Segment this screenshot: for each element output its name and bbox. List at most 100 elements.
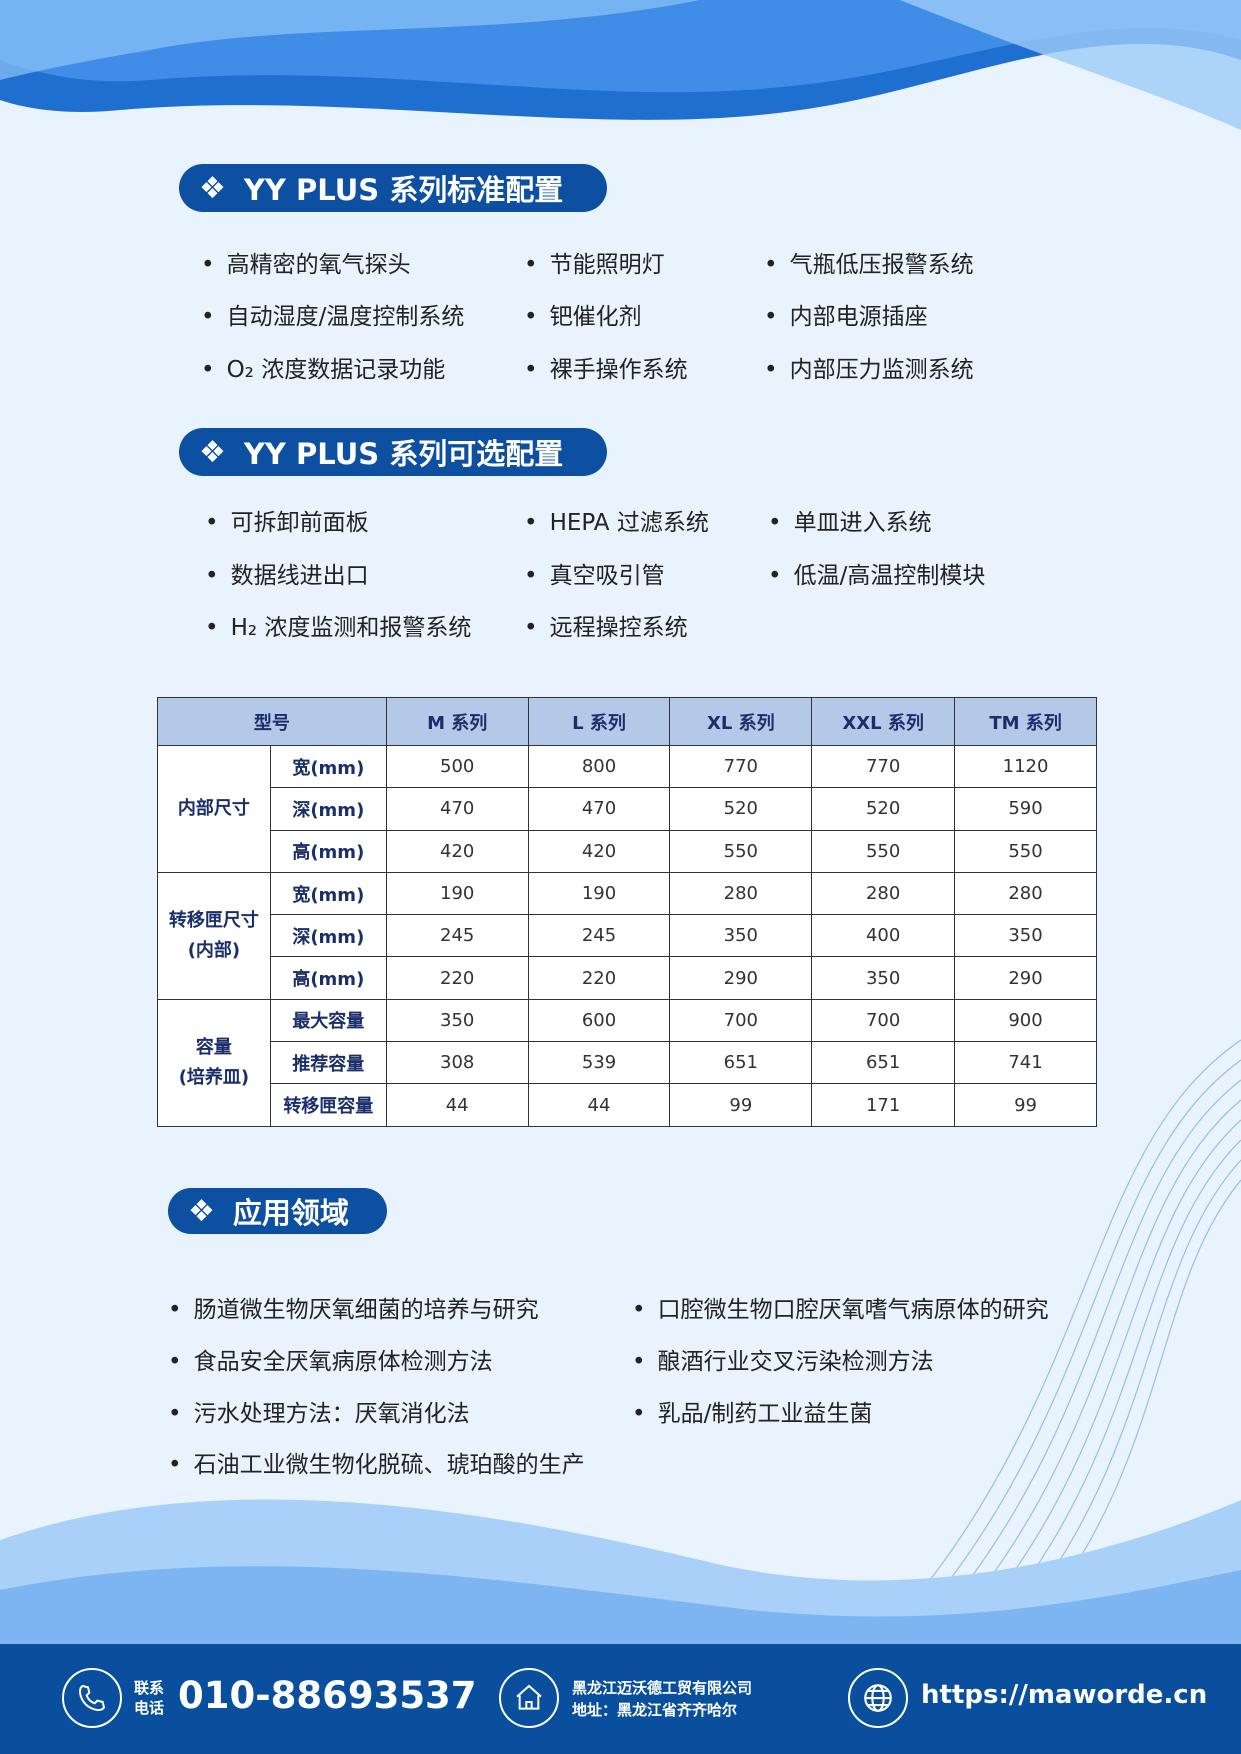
contact-label: 联系 (134, 1679, 165, 1697)
table-cell: 700 (669, 998, 813, 1043)
list-item: 食品安全厌氧病原体检测方法 (168, 1342, 493, 1376)
table-cell: 550 (811, 829, 956, 873)
list-item: 高精密的氧气探头 (201, 245, 411, 279)
table-cell: 600 (527, 998, 671, 1043)
table-cell: 770 (669, 744, 813, 789)
table-cell: 520 (811, 787, 956, 831)
row-label: 高(mm) (269, 956, 387, 1000)
list-item: 低温/高温控制模块 (768, 556, 986, 590)
table-cell: 420 (385, 829, 529, 873)
column-header: L 系列 (527, 697, 671, 746)
table-cell: 900 (954, 998, 1097, 1043)
table-cell: 44 (385, 1083, 529, 1127)
footer: 联系 电话 010-88693537 黑龙江迈沃德工贸有限公司 地址：黑龙江省齐… (0, 1644, 1241, 1754)
list-item: O₂ 浓度数据记录功能 (201, 350, 446, 384)
table-cell: 470 (527, 787, 671, 831)
table-cell: 280 (811, 871, 956, 916)
table-cell: 590 (954, 787, 1097, 831)
table-cell: 245 (385, 914, 529, 958)
table-cell: 99 (954, 1083, 1097, 1127)
list-item: 口腔微生物口腔厌氧嗜气病原体的研究 (632, 1290, 1049, 1324)
phone-number: 010-88693537 (178, 1674, 477, 1717)
table-row: 高(mm) 220 220 290 350 290 (158, 956, 1097, 1000)
table-cell: 520 (669, 787, 813, 831)
list-item: 肠道微生物厌氧细菌的培养与研究 (168, 1290, 539, 1324)
row-label: 宽(mm) (269, 744, 387, 789)
address: 地址：黑龙江省齐齐哈尔 (572, 1701, 738, 1719)
table-cell: 651 (811, 1041, 956, 1085)
group-label: 转移匣尺寸 (内部) (157, 871, 271, 1000)
table-header-row: 型号 M 系列 L 系列 XL 系列 XXL 系列 TM 系列 (157, 697, 1097, 746)
row-label: 宽(mm) (269, 871, 387, 916)
list-item: 可拆卸前面板 (205, 503, 369, 537)
phone-icon (62, 1668, 122, 1728)
table-cell: 741 (954, 1041, 1097, 1085)
row-label: 深(mm) (269, 787, 387, 831)
row-label: 推荐容量 (269, 1041, 387, 1085)
list-item: 单皿进入系统 (768, 503, 932, 537)
table-cell: 500 (385, 744, 529, 789)
company-name: 黑龙江迈沃德工贸有限公司 (572, 1679, 753, 1697)
list-item: H₂ 浓度监测和报警系统 (205, 608, 472, 642)
group-label: 容量 (培养皿) (157, 998, 271, 1127)
website-link[interactable]: https://maworde.cn (921, 1680, 1208, 1710)
diamond-icon: ❖ (199, 170, 226, 206)
list-item: 数据线进出口 (205, 556, 369, 590)
list-item: 自动湿度/温度控制系统 (201, 297, 465, 331)
list-item: 乳品/制药工业益生菌 (632, 1394, 873, 1428)
list-item: 真空吸引管 (524, 556, 665, 590)
row-label: 最大容量 (269, 998, 387, 1043)
table-cell: 400 (811, 914, 956, 958)
list-item: 气瓶低压报警系统 (764, 245, 974, 279)
table-row: 转移匣容量 44 44 99 171 99 (158, 1083, 1097, 1127)
standard-config-heading: ❖ YY PLUS 系列标准配置 (179, 164, 607, 212)
table-row: 转移匣尺寸 (内部) 宽(mm) 190 190 280 280 280 (157, 871, 1097, 1000)
table-cell: 290 (954, 956, 1097, 1000)
list-item: 裸手操作系统 (524, 350, 688, 384)
heading-text: YY PLUS 系列可选配置 (243, 437, 564, 471)
table-row: 高(mm) 420 420 550 550 550 (158, 829, 1097, 873)
list-item: 节能照明灯 (524, 245, 665, 279)
table-cell: 420 (527, 829, 671, 873)
table-cell: 290 (669, 956, 813, 1000)
table-cell: 770 (811, 744, 956, 789)
table-cell: 190 (385, 871, 529, 916)
table-row: 深(mm) 470 470 520 520 590 (158, 787, 1097, 831)
table-cell: 190 (527, 871, 671, 916)
table-cell: 350 (954, 914, 1097, 958)
table-row: 深(mm) 245 245 350 400 350 (158, 914, 1097, 958)
globe-icon (848, 1668, 908, 1728)
table-cell: 280 (669, 871, 813, 916)
table-cell: 308 (385, 1041, 529, 1085)
table-cell: 1120 (954, 744, 1097, 789)
table-cell: 350 (669, 914, 813, 958)
table-row: 容量 (培养皿) 最大容量 350 600 700 700 900 (157, 998, 1097, 1127)
table-cell: 651 (669, 1041, 813, 1085)
table-cell: 550 (669, 829, 813, 873)
column-header: M 系列 (385, 697, 529, 746)
applications-heading: ❖ 应用领域 (168, 1188, 387, 1234)
list-item: 钯催化剂 (524, 297, 642, 331)
table-cell: 220 (527, 956, 671, 1000)
list-item: 污水处理方法：厌氧消化法 (168, 1394, 470, 1428)
heading-text: YY PLUS 系列标准配置 (243, 173, 564, 207)
column-header: 型号 (157, 697, 387, 746)
table-cell: 350 (385, 998, 529, 1043)
table-row: 推荐容量 308 539 651 651 741 (158, 1041, 1097, 1085)
list-item: 酿酒行业交叉污染检测方法 (632, 1342, 934, 1376)
column-header: XL 系列 (669, 697, 813, 746)
diamond-icon: ❖ (199, 434, 226, 470)
table-cell: 245 (527, 914, 671, 958)
spec-table: 型号 M 系列 L 系列 XL 系列 XXL 系列 TM 系列 内部尺寸 宽(mm) 500 8… (157, 697, 1097, 1127)
column-header: XXL 系列 (811, 697, 956, 746)
list-item: 内部电源插座 (764, 297, 928, 331)
row-label: 深(mm) (269, 914, 387, 958)
list-item: 远程操控系统 (524, 608, 688, 642)
table-cell: 44 (527, 1083, 671, 1127)
table-cell: 539 (527, 1041, 671, 1085)
group-label: 内部尺寸 (157, 745, 271, 873)
optional-config-heading: ❖ YY PLUS 系列可选配置 (179, 428, 607, 476)
table-cell: 700 (811, 998, 956, 1043)
column-header: TM 系列 (954, 697, 1097, 746)
